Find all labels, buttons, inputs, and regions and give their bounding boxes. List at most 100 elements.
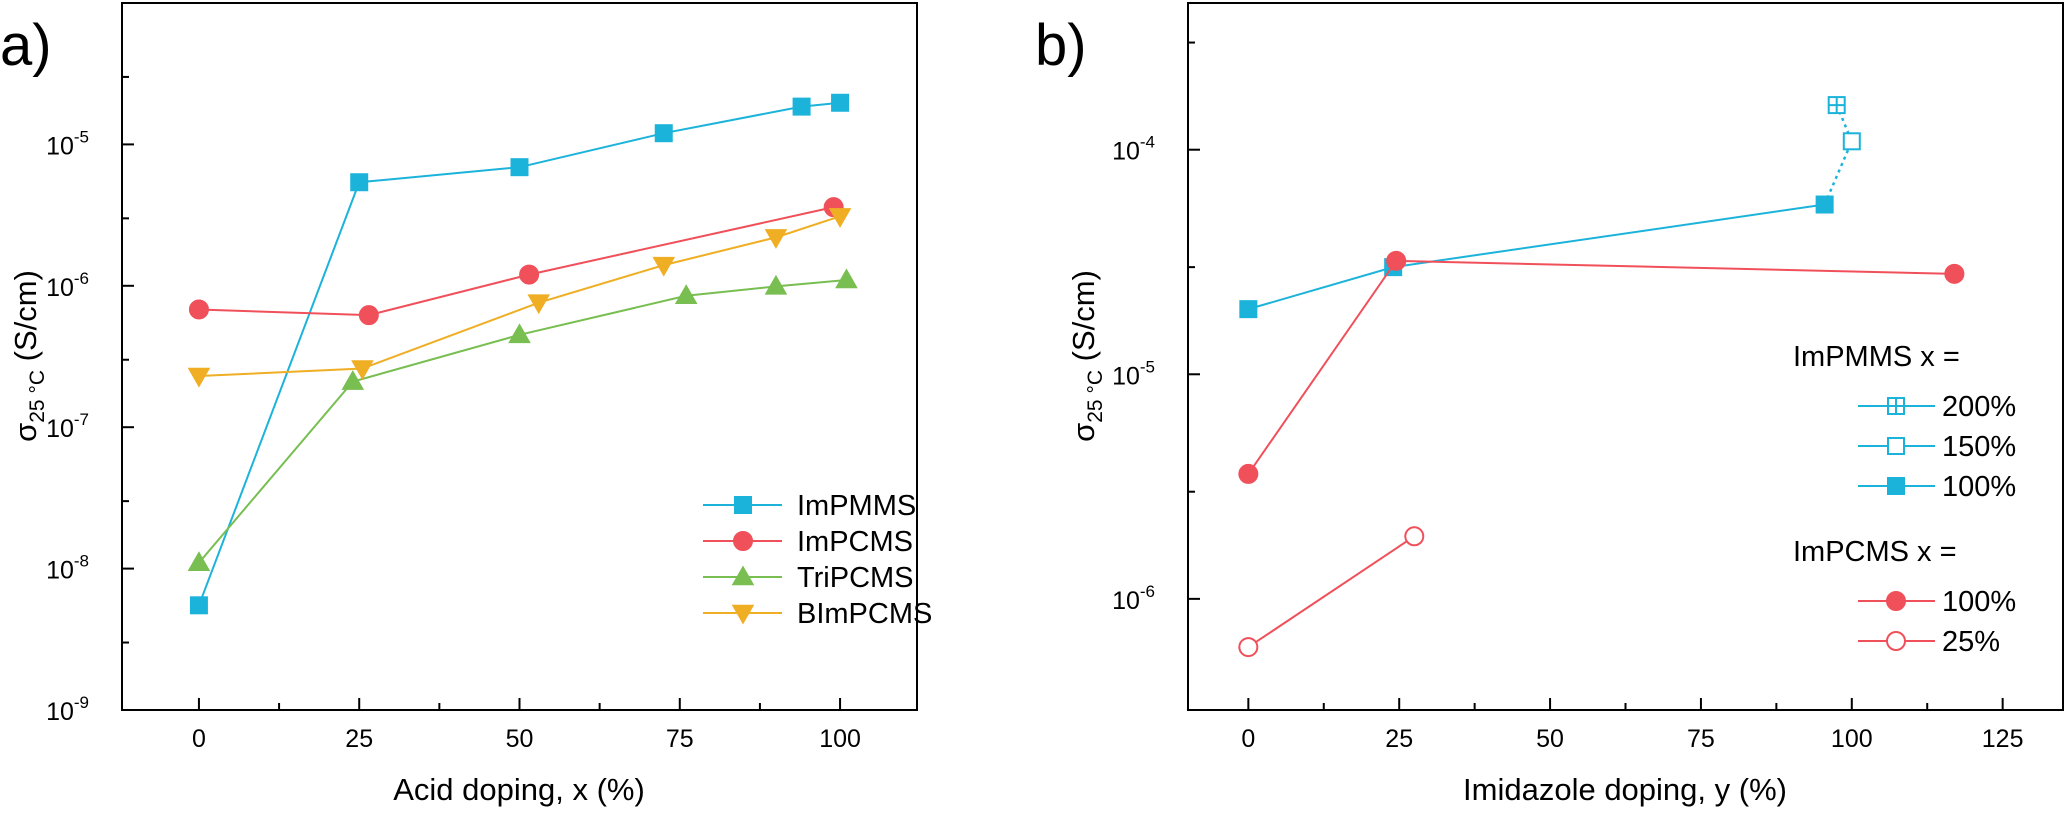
- series-line: [1247, 535, 1415, 648]
- data-point: [654, 124, 673, 143]
- panel-a-y-axis-title: σ25 °C (S/cm): [8, 270, 49, 442]
- panel-a-y-axis-unit: (S/cm): [8, 270, 43, 370]
- panel-a-y-axis-subscript: 25 °C: [26, 370, 49, 423]
- series-line: [198, 215, 841, 378]
- panel-a-y-axis-symbol: σ: [8, 423, 43, 442]
- legend-group-title: ImPCMS x =: [1793, 536, 1957, 568]
- legend-label: 150%: [1942, 431, 2016, 463]
- data-point: [527, 294, 551, 315]
- data-point: [187, 367, 211, 388]
- panel-b-x-axis-title: Imidazole doping, y (%): [1463, 772, 1787, 807]
- panel-a-chart: a) 0 25 50 75 100 10-9 10-8 10-7 10-6 10-5 ImPMM…: [0, 2, 932, 807]
- panel-b-label: b): [1035, 13, 1087, 78]
- data-point: [1842, 132, 1861, 151]
- legend-label: BImPCMS: [797, 598, 932, 630]
- series-bimpcms: [187, 208, 852, 388]
- panel-a-legend: ImPMMS ImPCMS TriPCMS BImPCMS: [703, 490, 932, 630]
- data-point: [187, 551, 211, 571]
- data-point: [1404, 526, 1425, 547]
- data-point: [792, 97, 811, 116]
- legend-marker: [1887, 397, 1905, 415]
- y-tick-label: 10-4: [1112, 133, 1155, 166]
- legend-label: ImPCMS: [797, 526, 913, 558]
- y-tick-label: 10-9: [46, 693, 89, 726]
- legend-label: 25%: [1942, 626, 2000, 658]
- data-point: [341, 370, 365, 390]
- legend-label: 200%: [1942, 391, 2016, 423]
- panel-b-x-ticks: 0 25 50 75 100 125: [1241, 698, 2024, 753]
- series-impmms: [189, 93, 850, 615]
- dotted-connector-line: [1823, 104, 1854, 206]
- x-tick-label: 25: [1385, 725, 1413, 753]
- x-tick-label: 25: [345, 725, 373, 753]
- legend-marker: [1887, 477, 1905, 495]
- x-tick-label: 50: [506, 725, 534, 753]
- data-point: [1238, 463, 1259, 484]
- panel-b-y-axis-subscript: 25 °C: [1084, 370, 1107, 423]
- x-tick-label: 100: [1831, 725, 1873, 753]
- legend-label: TriPCMS: [797, 562, 914, 594]
- series-line: [198, 101, 841, 606]
- data-point: [519, 264, 540, 285]
- data-point: [358, 305, 379, 326]
- series-150-: [1842, 132, 1861, 151]
- y-tick-label: 10-8: [46, 552, 89, 585]
- x-tick-label: 0: [1241, 725, 1255, 753]
- data-point: [828, 208, 852, 228]
- y-tick-label: 10-6: [46, 269, 89, 302]
- panel-b-legend: ImPMMS x = 200% 150% 100% ImPCMS x = 100% 25%: [1793, 341, 2016, 658]
- y-tick-label: 10-6: [1112, 582, 1155, 615]
- series-200-: [1827, 96, 1846, 115]
- x-tick-label: 75: [666, 725, 694, 753]
- panel-a-x-axis-title: Acid doping, x (%): [393, 772, 645, 807]
- x-tick-label: 100: [819, 725, 861, 753]
- series-100-: [1238, 250, 1965, 484]
- legend-marker: [731, 604, 755, 625]
- panel-b-y-axis-title: σ25 °C (S/cm): [1066, 270, 1107, 442]
- y-tick-label: 10-7: [46, 410, 89, 443]
- data-point: [831, 93, 850, 112]
- x-tick-label: 75: [1687, 725, 1715, 753]
- x-tick-label: 125: [1982, 725, 2024, 753]
- y-tick-label: 10-5: [46, 127, 89, 160]
- data-point: [351, 360, 374, 381]
- legend-marker: [733, 531, 753, 551]
- legend-label: 100%: [1942, 471, 2016, 503]
- legend-marker: [1886, 631, 1906, 651]
- data-point: [1238, 637, 1259, 658]
- legend-label: 100%: [1942, 586, 2016, 618]
- panel-a-label: a): [0, 13, 52, 78]
- legend-group-title: ImPMMS x =: [1793, 341, 1960, 373]
- series-25-: [1238, 526, 1425, 658]
- series-tripcms: [187, 268, 858, 571]
- panel-b-y-ticks: 10-6 10-5 10-4: [1112, 41, 1200, 615]
- data-point: [1944, 263, 1965, 284]
- data-point: [189, 596, 208, 615]
- data-point: [652, 256, 676, 277]
- y-tick-label: 10-5: [1112, 357, 1155, 390]
- data-point: [188, 299, 209, 320]
- panel-a-y-ticks: 10-9 10-8 10-7 10-6 10-5: [46, 75, 134, 726]
- legend-marker: [731, 565, 755, 586]
- series-line: [198, 206, 834, 317]
- data-point: [764, 274, 788, 295]
- data-point: [350, 173, 369, 192]
- data-point: [1386, 250, 1407, 271]
- data-point: [835, 268, 858, 289]
- legend-marker: [734, 496, 752, 514]
- legend-label: ImPMMS: [797, 490, 916, 522]
- panel-a-x-ticks: 0 25 50 75 100: [192, 698, 861, 753]
- data-point: [1815, 195, 1834, 214]
- legend-marker: [1886, 591, 1906, 611]
- panel-b-y-axis-unit: (S/cm): [1066, 270, 1101, 370]
- x-tick-label: 0: [192, 725, 206, 753]
- data-point: [1827, 96, 1846, 115]
- x-tick-label: 50: [1536, 725, 1564, 753]
- data-point: [764, 229, 788, 249]
- data-point: [510, 158, 529, 177]
- data-point: [674, 284, 698, 305]
- series-100-: [1239, 195, 1834, 319]
- series-impcms: [188, 197, 844, 326]
- panel-b-chart: b) 0 25 50 75 100 125 10-6 10-5 10-4 ImPMMS x =…: [1035, 2, 2064, 807]
